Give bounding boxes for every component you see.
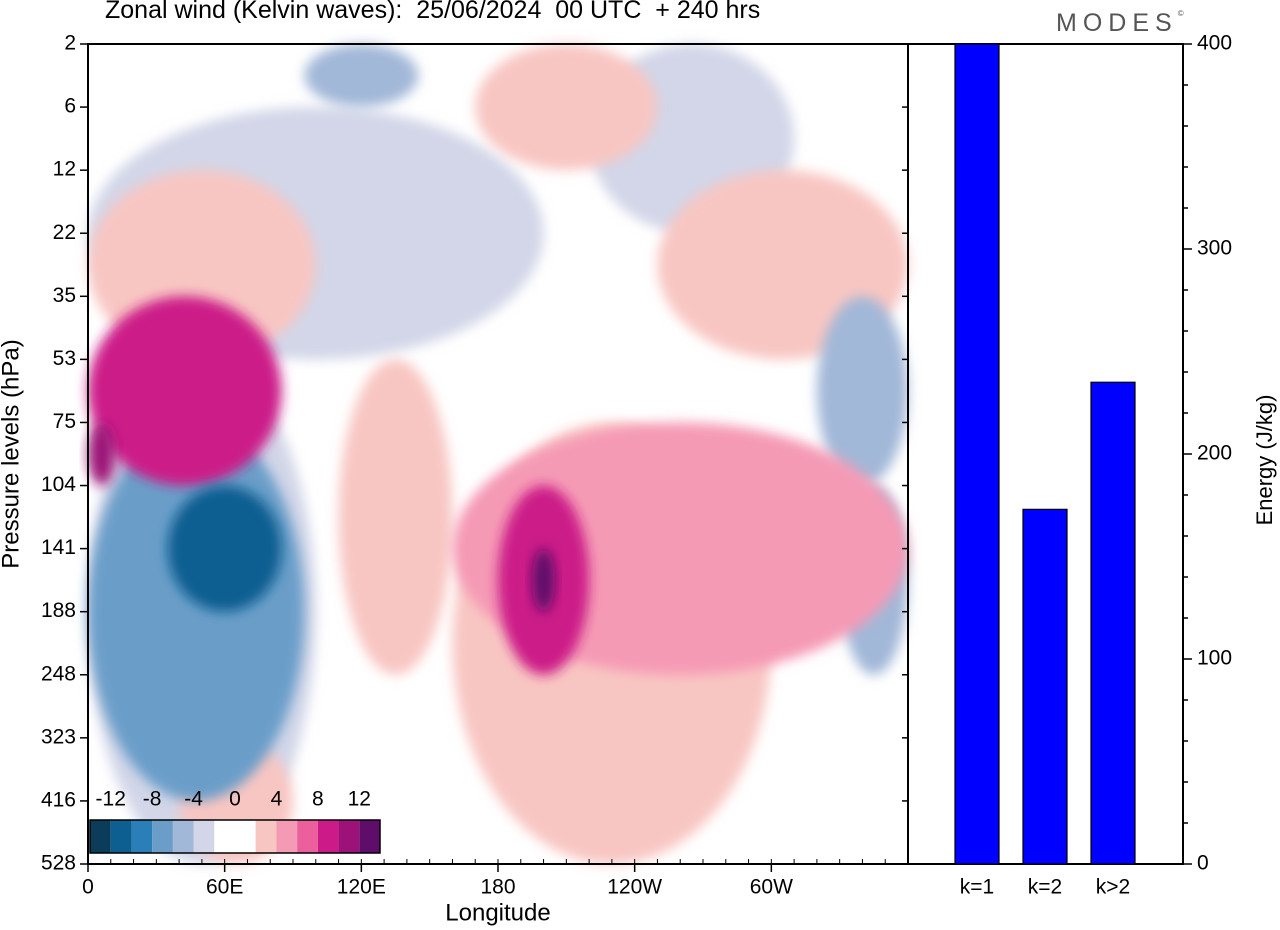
colorbar-swatch bbox=[338, 820, 360, 853]
energy-tick-label: 400 bbox=[1197, 32, 1232, 55]
colorbar-label: 0 bbox=[229, 788, 241, 811]
y-tick-label: 35 bbox=[53, 284, 76, 307]
y-tick-label: 53 bbox=[53, 347, 76, 370]
y-tick-label: 22 bbox=[53, 221, 76, 244]
y-tick-label: 141 bbox=[41, 536, 76, 559]
colorbar-swatch bbox=[152, 820, 173, 853]
x-tick-label: 180 bbox=[480, 876, 515, 899]
colorbar-swatch bbox=[235, 820, 256, 853]
contour-negative-5 bbox=[167, 485, 282, 612]
x-tick-label: 0 bbox=[82, 876, 94, 899]
brand-mark: © bbox=[1177, 9, 1184, 18]
y-tick-label: 248 bbox=[41, 662, 76, 685]
x-tick-label: 60E bbox=[206, 876, 243, 899]
contour-negative-2 bbox=[304, 44, 419, 108]
colorbar-label: -4 bbox=[184, 788, 203, 811]
bar-category-label: k=1 bbox=[960, 876, 994, 899]
energy-tick-label: 0 bbox=[1197, 852, 1209, 875]
y-tick-label: 323 bbox=[41, 725, 76, 748]
chart-title: Zonal wind (Kelvin waves): 25/06/2024 00… bbox=[105, 0, 761, 24]
colorbar-swatch bbox=[297, 820, 318, 853]
brand-logo: MODES© bbox=[1056, 9, 1184, 38]
brand-name: MODES bbox=[1056, 9, 1178, 37]
colorbar-label: 4 bbox=[271, 788, 283, 811]
colorbar-swatch bbox=[110, 820, 132, 853]
x-axis-label: Longitude bbox=[445, 899, 550, 926]
energy-bar-k>2 bbox=[1090, 381, 1136, 865]
colorbar-label: -8 bbox=[143, 788, 162, 811]
colorbar-label: 8 bbox=[312, 788, 324, 811]
colorbar-swatch bbox=[214, 820, 235, 853]
colorbar-swatch bbox=[276, 820, 298, 853]
colorbar-swatch bbox=[193, 820, 215, 853]
colorbar-swatch bbox=[317, 820, 339, 853]
contour-positive-1 bbox=[475, 43, 658, 171]
x-tick-label: 120W bbox=[607, 876, 662, 899]
y-tick-label: 75 bbox=[53, 410, 76, 433]
contour-positive-4 bbox=[88, 296, 282, 486]
y-tick-label: 104 bbox=[41, 473, 76, 496]
y-axis-label: Pressure levels (hPa) bbox=[0, 339, 24, 568]
colorbar-swatch bbox=[359, 820, 380, 853]
y-tick-label: 6 bbox=[64, 95, 76, 118]
energy-tick-label: 100 bbox=[1197, 647, 1232, 670]
energy-bar-k=1 bbox=[954, 43, 1000, 865]
y-tick-label: 528 bbox=[41, 852, 76, 875]
colorbar-swatch bbox=[90, 820, 111, 853]
contour-positive-1 bbox=[338, 359, 453, 675]
y-tick-label: 188 bbox=[41, 599, 76, 622]
colorbar-swatch bbox=[172, 820, 194, 853]
contour-positive-6 bbox=[532, 548, 555, 612]
y-tick-label: 416 bbox=[41, 788, 76, 811]
bar-category-label: k>2 bbox=[1096, 876, 1130, 899]
bar-category-label: k=2 bbox=[1028, 876, 1062, 899]
colorbar-swatch bbox=[255, 820, 277, 853]
energy-axis-label: Energy (J/kg) bbox=[1252, 395, 1277, 526]
colorbar-frame bbox=[89, 819, 381, 854]
contour-negative-2 bbox=[816, 296, 908, 486]
y-tick-label: 2 bbox=[64, 32, 76, 55]
colorbar-label: -12 bbox=[96, 788, 126, 811]
energy-bar-k=2 bbox=[1022, 508, 1068, 865]
energy-tick-label: 200 bbox=[1197, 442, 1232, 465]
colorbar-label: 12 bbox=[348, 788, 371, 811]
x-tick-label: 60W bbox=[750, 876, 793, 899]
energy-tick-label: 300 bbox=[1197, 237, 1232, 260]
x-tick-label: 120E bbox=[337, 876, 386, 899]
y-tick-label: 12 bbox=[53, 158, 76, 181]
colorbar-swatch bbox=[131, 820, 153, 853]
contour-positive-5 bbox=[88, 422, 116, 486]
